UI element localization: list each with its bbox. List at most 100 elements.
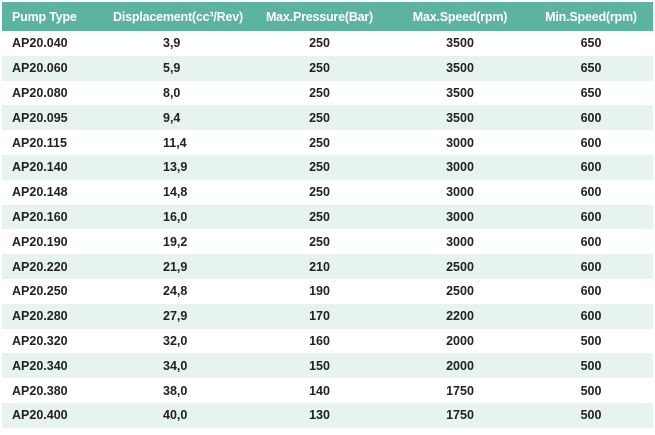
header-pump-type: Pump Type [12, 9, 77, 24]
cell-pump-type: AP20.148 [12, 185, 68, 200]
cell-max-speed: 3000 [446, 185, 474, 200]
cell-max-pressure: 150 [309, 358, 330, 373]
cell-max-speed: 3500 [446, 61, 474, 76]
cell-min-speed: 600 [580, 110, 602, 125]
header-min-speed: Min.Speed(rpm) [545, 9, 637, 24]
cell-displacement: 34,0 [163, 358, 188, 373]
cell-displacement: 27,9 [163, 309, 188, 324]
cell-max-pressure: 130 [309, 408, 330, 423]
cell-displacement: 11,4 [163, 135, 187, 150]
cell-max-pressure: 170 [309, 309, 330, 324]
cell-pump-type: AP20.140 [12, 160, 68, 175]
cell-min-speed: 650 [580, 85, 602, 100]
cell-min-speed: 500 [580, 408, 602, 423]
cell-pump-type: AP20.220 [12, 259, 68, 274]
cell-displacement: 8,0 [163, 85, 181, 100]
cell-displacement: 14,8 [163, 185, 188, 200]
cell-pump-type: AP20.095 [12, 110, 68, 125]
cell-min-speed: 600 [580, 209, 602, 224]
table-row: AP20.280 27,9 170 2200 600 [2, 303, 653, 329]
cell-max-pressure: 250 [309, 61, 330, 76]
cell-displacement: 16,0 [163, 209, 188, 224]
cell-max-pressure: 190 [309, 284, 330, 299]
header-row: Pump Type Displacement(cc³/Rev) Max.Pres… [2, 2, 653, 31]
table-row: AP20.220 21,9 210 2500 600 [2, 254, 653, 279]
cell-displacement: 9,4 [163, 110, 181, 125]
cell-min-speed: 650 [580, 61, 602, 76]
cell-max-pressure: 210 [309, 259, 330, 274]
table-header: Pump Type Displacement(cc³/Rev) Max.Pres… [2, 2, 653, 31]
cell-min-speed: 500 [580, 358, 602, 373]
table-row: AP20.095 9,4 250 3500 600 [2, 105, 653, 131]
cell-pump-type: AP20.060 [12, 61, 68, 76]
cell-min-speed: 600 [580, 234, 602, 249]
table-row: AP20.060 5,9 250 3500 650 [2, 55, 653, 81]
cell-min-speed: 600 [580, 185, 602, 200]
cell-max-speed: 3000 [446, 135, 474, 150]
cell-max-pressure: 250 [309, 234, 330, 249]
cell-max-speed: 2500 [446, 284, 474, 299]
cell-max-pressure: 160 [309, 333, 330, 348]
cell-max-pressure: 250 [309, 36, 330, 51]
cell-max-speed: 3000 [446, 209, 474, 224]
cell-min-speed: 600 [580, 160, 602, 175]
cell-max-speed: 2500 [446, 259, 474, 274]
cell-displacement: 5,9 [163, 61, 181, 76]
cell-displacement: 3,9 [163, 36, 181, 51]
cell-displacement: 24,8 [163, 284, 188, 299]
cell-min-speed: 600 [580, 135, 602, 150]
cell-pump-type: AP20.040 [12, 36, 68, 51]
cell-min-speed: 650 [580, 36, 602, 51]
cell-max-speed: 3500 [446, 85, 474, 100]
header-displacement: Displacement(cc³/Rev) [113, 9, 243, 24]
table-row: AP20.320 32,0 160 2000 500 [2, 328, 653, 354]
cell-max-speed: 3500 [446, 36, 474, 51]
cell-pump-type: AP20.250 [12, 284, 68, 299]
cell-max-pressure: 250 [309, 110, 330, 125]
cell-displacement: 13,9 [163, 160, 188, 175]
table-row: AP20.340 34,0 150 2000 500 [2, 353, 653, 379]
cell-min-speed: 500 [580, 383, 602, 398]
table-row: AP20.190 19,2 250 3000 600 [2, 229, 653, 255]
cell-displacement: 38,0 [163, 383, 188, 398]
cell-min-speed: 600 [580, 259, 602, 274]
table-row: AP20.040 3,9 250 3500 650 [2, 31, 653, 56]
table-row: AP20.250 24,8 190 2500 600 [2, 278, 653, 304]
cell-max-speed: 2000 [446, 333, 474, 348]
cell-max-pressure: 250 [309, 135, 330, 150]
pump-spec-table: Pump Type Displacement(cc³/Rev) Max.Pres… [2, 2, 653, 428]
table-body: AP20.040 3,9 250 3500 650 AP20.060 5,9 250 3500 6… [2, 31, 653, 428]
table-row: AP20.148 14,8 250 3000 600 [2, 179, 653, 205]
cell-displacement: 19,2 [163, 234, 188, 249]
cell-displacement: 21,9 [163, 259, 188, 274]
cell-max-speed: 3000 [446, 234, 474, 249]
cell-max-speed: 1750 [446, 383, 474, 398]
cell-max-pressure: 140 [309, 383, 330, 398]
cell-pump-type: AP20.190 [12, 234, 68, 249]
cell-pump-type: AP20.160 [12, 209, 68, 224]
cell-max-pressure: 250 [309, 185, 330, 200]
cell-pump-type: AP20.080 [12, 85, 68, 100]
cell-min-speed: 500 [580, 333, 602, 348]
cell-max-speed: 3000 [446, 160, 474, 175]
table-row: AP20.115 11,4 250 3000 600 [2, 130, 653, 155]
cell-max-pressure: 250 [309, 85, 330, 100]
cell-max-speed: 3500 [446, 110, 474, 125]
cell-min-speed: 600 [580, 309, 602, 324]
table-row: AP20.080 8,0 250 3500 650 [2, 80, 653, 106]
cell-pump-type: AP20.320 [12, 333, 68, 348]
cell-max-speed: 1750 [446, 408, 474, 423]
header-max-pressure: Max.Pressure(Bar) [265, 9, 374, 24]
cell-min-speed: 600 [580, 284, 602, 299]
cell-pump-type: AP20.340 [12, 358, 68, 373]
table-row: AP20.160 16,0 250 3000 600 [2, 204, 653, 230]
cell-pump-type: AP20.380 [12, 383, 68, 398]
cell-displacement: 32,0 [163, 333, 188, 348]
table-row: AP20.380 38,0 140 1750 500 [2, 378, 653, 403]
header-max-speed: Max.Speed(rpm) [412, 9, 508, 24]
cell-max-speed: 2000 [446, 358, 474, 373]
cell-max-speed: 2200 [446, 309, 474, 324]
table-row: AP20.140 13,9 250 3000 600 [2, 154, 653, 180]
cell-max-pressure: 250 [309, 209, 330, 224]
cell-pump-type: AP20.280 [12, 309, 68, 324]
